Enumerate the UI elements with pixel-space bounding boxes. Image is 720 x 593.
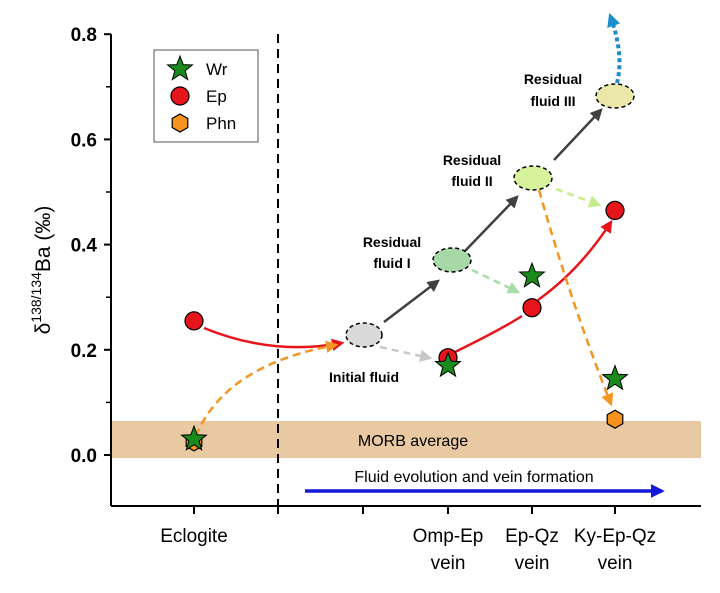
initial-fluid-label: Initial fluid [329,369,399,385]
legend: Wr Ep Phn [153,49,259,143]
y-tick-label: 0.6 [71,130,97,151]
fluid-I-label-line2: fluid I [373,255,410,271]
point-wr [518,261,546,288]
legend-marker-ep [170,86,190,106]
y-tick-label: 0.4 [71,236,98,257]
fluid-I-to-II-arrow [464,195,519,252]
point-phn [606,409,624,429]
initial-fluid-ellipse [345,322,383,348]
x-ticks: Eclogite Omp-Ep vein Ep-Qz vein Ky-Ep-Qz vein [160,506,656,574]
data-points [180,200,629,452]
ep-trend-arrow-1 [203,326,345,351]
y-axis-label: δ138/134Ba (‰) [28,206,55,335]
legend-label-ep: Ep [206,87,227,106]
morb-label: MORB average [358,433,468,450]
point-wr [434,351,462,378]
y-axis-label-unit: Ba (‰) [32,206,55,273]
legend-marker-wr [166,54,194,81]
y-tick-label: 0.2 [71,341,97,362]
morb-band [111,421,701,458]
fluid-II-to-phn-arrow [537,189,614,407]
point-ep [605,200,625,221]
y-tick-label: 0.8 [71,25,97,46]
residual-fluid-I-ellipse [432,247,472,273]
x-category-label: Omp-Ep [413,526,484,547]
residual-fluid-III-ellipse [595,83,635,109]
point-ep [184,311,204,331]
y-axis-label-superscript: 138/134 [28,272,44,323]
point-wr [180,424,208,451]
residual-fluid-II-ellipse [513,165,553,191]
fluid-III-label-line1: Residual [524,71,582,87]
initial-to-fluid-I-arrow [383,279,440,323]
x-category-label: Ep-Qz [505,526,559,547]
phn-to-initial-fluid-arrow [194,340,339,437]
y-tick-label: 0.0 [71,446,97,467]
fluid-III-upward-arrow [607,12,622,84]
omp-to-epqz-arrow [454,314,523,354]
initial-to-omp-arrow [379,345,433,362]
x-category-label: vein [515,553,550,574]
fluid-stages: Initial fluid Residual fluid I Residual … [329,71,635,385]
legend-label-wr: Wr [206,60,228,79]
fluid-III-label-line2: fluid III [530,93,575,109]
x-category-label: Ky-Ep-Qz [574,526,656,547]
y-axis-label-delta: δ [32,323,55,335]
evolution-annotation: Fluid evolution and vein formation [354,469,593,486]
x-category-label: vein [598,553,633,574]
legend-label-phn: Phn [206,114,236,133]
fluid-II-to-III-arrow [553,108,603,161]
legend-marker-phn [171,113,189,133]
fluid-II-label-line1: Residual [443,152,501,168]
fluid-I-to-epqz-arrow [471,268,521,294]
fluid-II-label-line2: fluid II [451,173,492,189]
evolution-arrows [194,12,665,498]
fluid-I-label-line1: Residual [363,234,421,250]
point-ep [522,298,542,318]
epqz-to-kyepqz-arrow [537,219,613,302]
y-ticks: 0.0 0.2 0.4 0.6 0.8 [71,25,111,467]
x-category-label: Eclogite [160,526,228,547]
fluid-II-to-kyepqz-arrow [555,187,602,208]
point-wr [601,364,629,391]
x-category-label: vein [431,553,466,574]
